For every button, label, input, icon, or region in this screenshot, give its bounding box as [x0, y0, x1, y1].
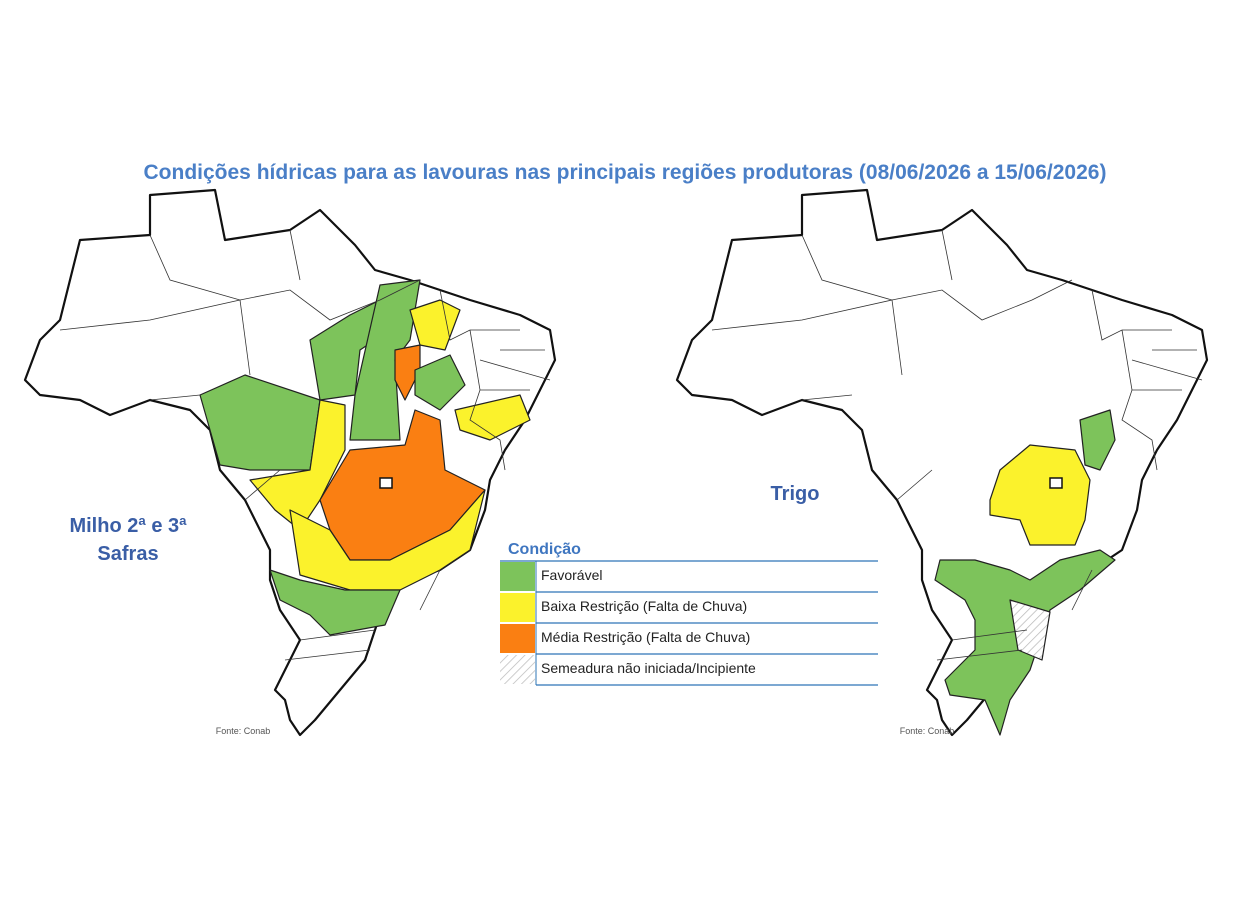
map-label: Milho 2ª e 3ª	[69, 515, 187, 537]
legend-swatch	[500, 655, 535, 684]
page-title: Condições hídricas para as lavouras nas …	[144, 161, 1107, 184]
source-note: Fonte: Conab	[216, 726, 271, 736]
map-trigo: Trigo Fonte: Conab	[675, 188, 1209, 737]
legend-swatch	[500, 593, 535, 622]
legend-swatch	[500, 562, 535, 591]
map-label: Trigo	[771, 483, 820, 505]
map-milho: Milho 2ª e 3ª Safras Fonte: Conab	[23, 188, 557, 737]
legend: Condição Favorável Baixa Restrição (Falta…	[500, 541, 878, 686]
legend-label: Favorável	[541, 567, 602, 583]
legend-label: Média Restrição (Falta de Chuva)	[541, 629, 750, 645]
legend-title: Condição	[508, 541, 581, 558]
legend-label: Semeadura não iniciada/Incipiente	[541, 660, 756, 676]
legend-label: Baixa Restrição (Falta de Chuva)	[541, 598, 747, 614]
source-note: Fonte: Conab	[900, 726, 955, 736]
map-label: Safras	[97, 543, 158, 565]
legend-swatch	[500, 624, 535, 653]
